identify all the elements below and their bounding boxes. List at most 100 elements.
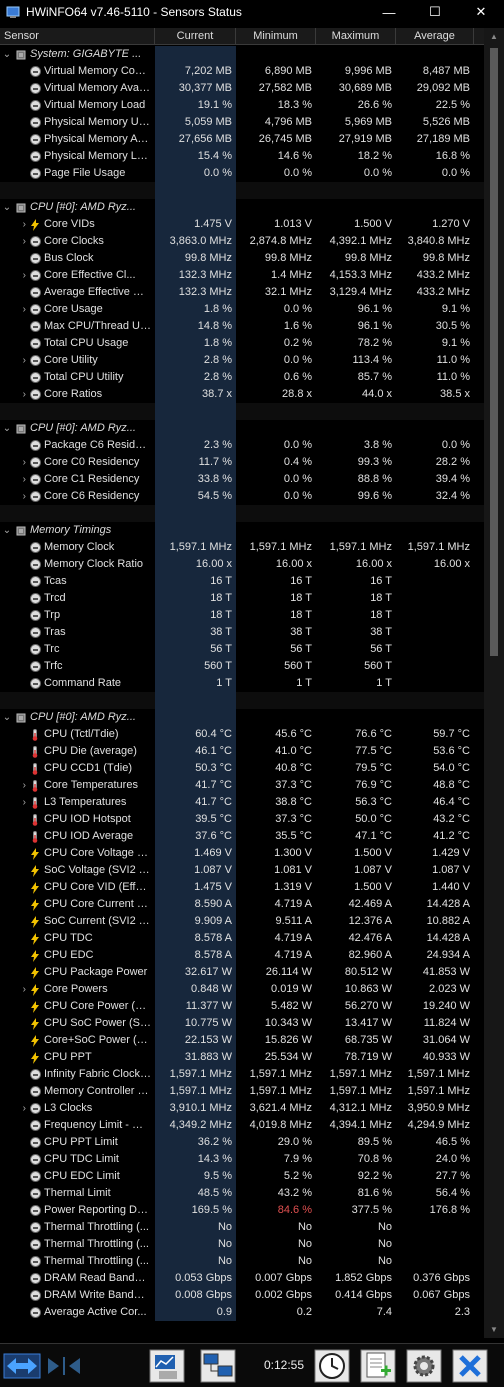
- scrollbar-thumb[interactable]: [490, 48, 498, 656]
- sensor-row[interactable]: › Core C6 Residency 54.5 % 0.0 % 99.6 % 32.4 …: [0, 488, 484, 505]
- sensor-row[interactable]: › L3 Clocks 3,910.1 MHz 3,621.4 MHz 4,312.1 …: [0, 1100, 484, 1117]
- expand-toggle-icon[interactable]: ›: [22, 1103, 26, 1114]
- sensor-row[interactable]: › Core C0 Residency 11.7 % 0.4 % 99.3 % 28.2 …: [0, 454, 484, 471]
- sensor-row[interactable]: SoC Voltage (SVI2 T... 1.087 V 1.081 V 1.08…: [0, 862, 484, 879]
- sensor-row[interactable]: Physical Memory Av... 27,656 MB 26,745 MB 2…: [0, 131, 484, 148]
- column-header-sensor[interactable]: Sensor: [0, 28, 155, 45]
- sensor-row[interactable]: Memory Clock Ratio 16.00 x 16.00 x 16.00 x 1…: [0, 556, 484, 573]
- sensor-row[interactable]: Thermal Limit 48.5 % 43.2 % 81.6 % 56.4 %: [0, 1185, 484, 1202]
- expand-toggle-icon[interactable]: ⌄: [2, 525, 12, 536]
- sensor-row[interactable]: CPU IOD Average 37.6 °C 35.5 °C 47.1 °C 41.2…: [0, 828, 484, 845]
- column-header-average[interactable]: Average: [396, 28, 474, 45]
- scroll-up-icon[interactable]: ▲: [490, 32, 498, 41]
- sensor-row[interactable]: Trc 56 T 56 T 56 T: [0, 641, 484, 658]
- sensor-row[interactable]: Memory Controller C... 1,597.1 MHz 1,597.1…: [0, 1083, 484, 1100]
- sensor-row[interactable]: CPU TDC Limit 14.3 % 7.9 % 70.8 % 24.0 %: [0, 1151, 484, 1168]
- sensor-row[interactable]: › Core Utility 2.8 % 0.0 % 113.4 % 11.0 %: [0, 352, 484, 369]
- sensor-row[interactable]: Command Rate 1 T 1 T 1 T: [0, 675, 484, 692]
- sensor-row[interactable]: › Core Temperatures 41.7 °C 37.3 °C 76.9 °C 4…: [0, 777, 484, 794]
- sensor-row[interactable]: CPU CCD1 (Tdie) 50.3 °C 40.8 °C 79.5 °C 54.0…: [0, 760, 484, 777]
- sensor-group-row[interactable]: ⌄ CPU [#0]: AMD Ryz...: [0, 199, 484, 216]
- expand-toggle-icon[interactable]: ›: [22, 304, 26, 315]
- sensor-row[interactable]: Thermal Throttling (... No No No: [0, 1219, 484, 1236]
- column-header-current[interactable]: Current: [155, 28, 236, 45]
- sensor-row[interactable]: CPU (Tctl/Tdie) 60.4 °C 45.6 °C 76.6 °C 59.7…: [0, 726, 484, 743]
- sensor-group-row[interactable]: ⌄ Memory Timings: [0, 522, 484, 539]
- settings-button[interactable]: [404, 1347, 444, 1385]
- sensor-row[interactable]: CPU EDC Limit 9.5 % 5.2 % 92.2 % 27.7 %: [0, 1168, 484, 1185]
- expand-toggle-icon[interactable]: ›: [22, 389, 26, 400]
- column-header-maximum[interactable]: Maximum: [316, 28, 396, 45]
- report-button[interactable]: [147, 1347, 187, 1385]
- close-window-button[interactable]: ✕: [475, 4, 487, 19]
- expand-toggle-icon[interactable]: ›: [22, 984, 26, 995]
- sensor-row[interactable]: CPU PPT Limit 36.2 % 29.0 % 89.5 % 46.5 %: [0, 1134, 484, 1151]
- sensor-row[interactable]: DRAM Write Bandwidth 0.008 Gbps 0.002 Gbps…: [0, 1287, 484, 1304]
- sensor-row[interactable]: › Core Clocks 3,863.0 MHz 2,874.8 MHz 4,392.…: [0, 233, 484, 250]
- sensor-row[interactable]: CPU EDC 8.578 A 4.719 A 82.960 A 24.934 A: [0, 947, 484, 964]
- sensor-row[interactable]: Trp 18 T 18 T 18 T: [0, 607, 484, 624]
- sensor-row[interactable]: › Core Effective Cl... 132.3 MHz 1.4 MHz 4,1…: [0, 267, 484, 284]
- sensor-group-row[interactable]: ⌄ System: GIGABYTE ...: [0, 46, 484, 63]
- minimize-button[interactable]: —: [382, 4, 396, 20]
- sensor-row[interactable]: CPU Core Voltage (S... 1.469 V 1.300 V 1.50…: [0, 845, 484, 862]
- sensor-list[interactable]: ⌄ System: GIGABYTE ... Virtual Memory Com.…: [0, 46, 484, 1326]
- sensor-row[interactable]: Physical Memory Load 15.4 % 14.6 % 18.2 % 16…: [0, 148, 484, 165]
- logging-button[interactable]: [358, 1347, 398, 1385]
- sensor-row[interactable]: › L3 Temperatures 41.7 °C 38.8 °C 56.3 °C 46.…: [0, 794, 484, 811]
- sensor-row[interactable]: CPU IOD Hotspot 39.5 °C 37.3 °C 50.0 °C 43.2…: [0, 811, 484, 828]
- clock-button[interactable]: [312, 1347, 352, 1385]
- expand-toggle-icon[interactable]: ›: [22, 491, 26, 502]
- sensor-row[interactable]: Physical Memory Used 5,059 MB 4,796 MB 5,96…: [0, 114, 484, 131]
- sensor-row[interactable]: CPU Core Current (S... 8.590 A 4.719 A 42.4…: [0, 896, 484, 913]
- sensor-row[interactable]: › Core VIDs 1.475 V 1.013 V 1.500 V 1.270 V: [0, 216, 484, 233]
- sensor-row[interactable]: CPU PPT 31.883 W 25.534 W 78.719 W 40.933 W: [0, 1049, 484, 1066]
- sensor-row[interactable]: Tcas 16 T 16 T 16 T: [0, 573, 484, 590]
- expand-collapse-button[interactable]: [2, 1347, 42, 1385]
- expand-toggle-icon[interactable]: ⌄: [2, 423, 12, 434]
- sensor-row[interactable]: Tras 38 T 38 T 38 T: [0, 624, 484, 641]
- sensor-row[interactable]: Thermal Throttling (... No No No: [0, 1253, 484, 1270]
- expand-toggle-icon[interactable]: ›: [22, 270, 26, 281]
- sensor-row[interactable]: Virtual Memory Load 19.1 % 18.3 % 26.6 % 22.…: [0, 97, 484, 114]
- sensor-row[interactable]: CPU SoC Power (SVI... 10.775 W 10.343 W 13.…: [0, 1015, 484, 1032]
- sensor-row[interactable]: Virtual Memory Avail... 30,377 MB 27,582 M…: [0, 80, 484, 97]
- expand-toggle-icon[interactable]: ⌄: [2, 202, 12, 213]
- sensor-row[interactable]: Core+SoC Power (S... 22.153 W 15.826 W 68.7…: [0, 1032, 484, 1049]
- sensor-row[interactable]: Trfc 560 T 560 T 560 T: [0, 658, 484, 675]
- hwinfo-app-icon[interactable]: [6, 5, 20, 19]
- sensor-row[interactable]: › Core Powers 0.848 W 0.019 W 10.863 W 2.023 …: [0, 981, 484, 998]
- sensor-row[interactable]: Virtual Memory Com... 7,202 MB 6,890 MB 9,9…: [0, 63, 484, 80]
- expand-toggle-icon[interactable]: ›: [22, 797, 26, 808]
- sensor-row[interactable]: Power Reporting De... 169.5 % 84.6 % 377.5 …: [0, 1202, 484, 1219]
- sensor-row[interactable]: CPU TDC 8.578 A 4.719 A 42.476 A 14.428 A: [0, 930, 484, 947]
- expand-toggle-icon[interactable]: ›: [22, 780, 26, 791]
- sensor-row[interactable]: Trcd 18 T 18 T 18 T: [0, 590, 484, 607]
- sensor-row[interactable]: Average Active Cor... 0.9 0.2 7.4 2.3: [0, 1304, 484, 1321]
- network-button[interactable]: [198, 1347, 238, 1385]
- sensor-row[interactable]: › Core C1 Residency 33.8 % 0.0 % 88.8 % 39.4 …: [0, 471, 484, 488]
- close-sensors-button[interactable]: [450, 1347, 490, 1385]
- sensor-row[interactable]: CPU Die (average) 46.1 °C 41.0 °C 77.5 °C 53…: [0, 743, 484, 760]
- sensor-row[interactable]: Total CPU Usage 1.8 % 0.2 % 78.2 % 9.1 %: [0, 335, 484, 352]
- expand-toggle-icon[interactable]: ›: [22, 457, 26, 468]
- sensor-row[interactable]: Memory Clock 1,597.1 MHz 1,597.1 MHz 1,597.…: [0, 539, 484, 556]
- expand-toggle-icon[interactable]: ›: [22, 474, 26, 485]
- sensor-row[interactable]: SoC Current (SVI2 T... 9.909 A 9.511 A 12.3…: [0, 913, 484, 930]
- sensor-row[interactable]: Thermal Throttling (... No No No: [0, 1236, 484, 1253]
- sensor-row[interactable]: Max CPU/Thread Us... 14.8 % 1.6 % 96.1 % 30.…: [0, 318, 484, 335]
- expand-toggle-icon[interactable]: ›: [22, 236, 26, 247]
- layout-toggle-button[interactable]: [44, 1347, 84, 1385]
- column-header-minimum[interactable]: Minimum: [236, 28, 316, 45]
- sensor-row[interactable]: Page File Usage 0.0 % 0.0 % 0.0 % 0.0 %: [0, 165, 484, 182]
- sensor-group-row[interactable]: ⌄ CPU [#0]: AMD Ryz...: [0, 709, 484, 726]
- maximize-button[interactable]: ☐: [429, 4, 441, 19]
- sensor-row[interactable]: › Core Ratios 38.7 x 28.8 x 44.0 x 38.5 x: [0, 386, 484, 403]
- sensor-row[interactable]: Bus Clock 99.8 MHz 99.8 MHz 99.8 MHz 99.8 MH…: [0, 250, 484, 267]
- expand-toggle-icon[interactable]: ›: [22, 355, 26, 366]
- sensor-row[interactable]: › Core Usage 1.8 % 0.0 % 96.1 % 9.1 %: [0, 301, 484, 318]
- sensor-row[interactable]: Package C6 Residency 2.3 % 0.0 % 3.8 % 0.0 %: [0, 437, 484, 454]
- expand-toggle-icon[interactable]: ›: [22, 219, 26, 230]
- scroll-down-icon[interactable]: ▼: [490, 1325, 498, 1334]
- expand-toggle-icon[interactable]: ⌄: [2, 49, 12, 60]
